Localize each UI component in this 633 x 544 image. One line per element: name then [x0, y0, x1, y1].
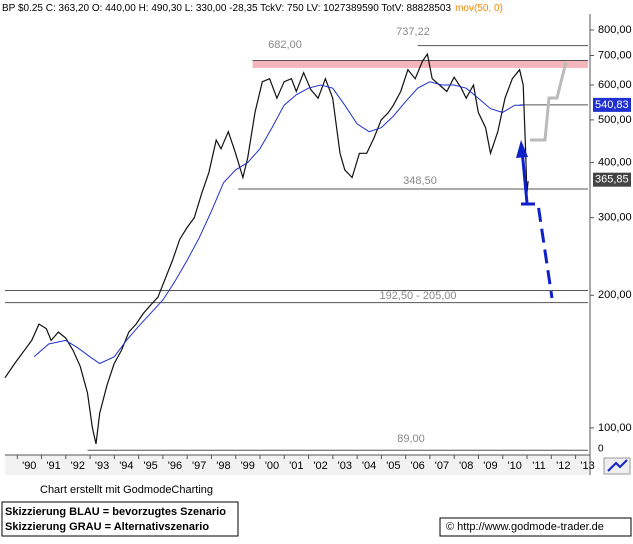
x-tick-label: '96	[168, 460, 182, 472]
x-tick-label: '11	[532, 460, 546, 472]
x-tick-label: '93	[95, 460, 109, 472]
x-tick-label: '91	[46, 460, 60, 472]
x-tick-label: '04	[362, 460, 376, 472]
x-tick-label: '10	[508, 460, 522, 472]
price-tag-label: 365,85	[595, 174, 629, 186]
x-tick-label: '12	[556, 460, 570, 472]
level-label: 737,22	[396, 26, 430, 38]
price-line	[4, 52, 529, 445]
x-tick-label: '09	[483, 460, 497, 472]
note: Skizzierung BLAU = bevorzugtes Szenario	[5, 506, 226, 518]
notes-box	[1, 501, 239, 537]
note: Skizzierung GRAU = Alternativszenario	[5, 521, 209, 533]
indicator-label: mov(50, 0)	[455, 3, 503, 14]
x-tick-label: '99	[241, 460, 255, 472]
x-tick-label: '08	[459, 460, 473, 472]
header-text: BP $0.25 C: 363,20 O: 440,00 H: 490,30 L…	[2, 3, 451, 14]
x-tick-label: '03	[338, 460, 352, 472]
credit: Chart erstellt mit GodmodeCharting	[40, 484, 213, 496]
x-tick-label: '05	[386, 460, 400, 472]
x-tick-label: '90	[22, 460, 36, 472]
grey-scenario	[530, 61, 568, 142]
source: © http://www.godmode-trader.de	[446, 521, 604, 533]
x-tick-label: '98	[216, 460, 230, 472]
moving-average	[33, 81, 525, 365]
header: BP $0.25 C: 363,20 O: 440,00 H: 490,30 L…	[2, 3, 503, 14]
y-tick-label: 400,00	[598, 157, 632, 169]
y-tick-label: 700,00	[598, 49, 632, 61]
x-tick-label: '94	[119, 460, 133, 472]
price-tag	[593, 97, 631, 112]
corner-label: 0	[598, 444, 604, 455]
price-tag-label: 540,83	[595, 99, 629, 111]
x-axis-strip	[5, 455, 590, 475]
y-tick-label: 300,00	[598, 212, 632, 224]
resistance-band	[252, 59, 588, 68]
y-tick-label: 800,00	[598, 24, 632, 36]
y-tick-label: 500,00	[598, 114, 632, 126]
x-tick-label: '95	[143, 460, 157, 472]
blue-scenario	[516, 140, 554, 299]
x-tick-label: '13	[580, 460, 594, 472]
source-box	[439, 517, 632, 537]
nav-icon[interactable]	[603, 457, 631, 475]
level-label: 682,00	[268, 39, 302, 51]
x-tick-label: '06	[410, 460, 424, 472]
x-tick-label: '92	[71, 460, 85, 472]
y-tick-label: 100,00	[598, 422, 632, 434]
level-label: 192,50 - 205,00	[379, 290, 456, 302]
x-tick-label: '97	[192, 460, 206, 472]
y-tick-label: 200,00	[598, 289, 632, 301]
price-tag	[593, 172, 631, 187]
x-tick-label: '00	[265, 460, 279, 472]
y-tick-label: 600,00	[598, 79, 632, 91]
x-tick-label: '01	[289, 460, 303, 472]
level-label: 348,50	[403, 175, 437, 187]
level-label: 89,00	[397, 433, 425, 445]
x-tick-label: '02	[313, 460, 327, 472]
x-tick-label: '07	[435, 460, 449, 472]
